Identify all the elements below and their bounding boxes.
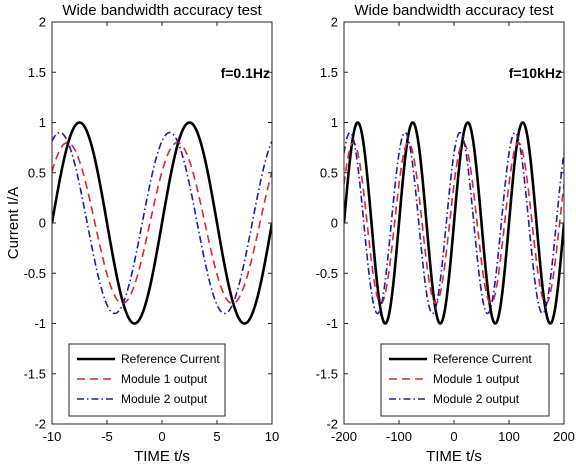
y-tick-label: 1 — [331, 115, 338, 130]
series-line-2 — [344, 141, 564, 305]
chart-title: Wide bandwidth accuracy test — [62, 2, 262, 19]
frequency-annotation: f=0.1Hz — [221, 65, 270, 81]
x-tick-label: -100 — [386, 429, 412, 444]
frequency-annotation: f=10kHz — [509, 65, 562, 81]
chart-title: Wide bandwidth accuracy test — [354, 2, 554, 19]
x-tick-label: -5 — [101, 429, 113, 444]
x-tick-label: 10 — [265, 429, 279, 444]
y-tick-label: -0.5 — [24, 266, 46, 281]
legend: Reference Current Module 1 output Module 2… — [380, 343, 550, 417]
x-tick-label: 5 — [213, 429, 220, 444]
series-line-1 — [344, 121, 564, 325]
y-tick-label: 0 — [39, 216, 46, 231]
legend-label-3: Module 2 output — [433, 392, 520, 406]
legend-label-1: Reference Current — [433, 352, 532, 366]
series-line-3 — [344, 131, 564, 315]
x-tick-label: -10 — [43, 429, 62, 444]
series-group — [52, 121, 272, 325]
legend-label-3: Module 2 output — [121, 392, 208, 406]
series-group — [344, 121, 564, 325]
y-tick-label: -1 — [326, 316, 338, 331]
legend: Reference Current Module 1 output Module 2… — [68, 343, 226, 417]
y-tick-label: -0.5 — [316, 266, 338, 281]
y-tick-label: 1.5 — [320, 65, 338, 80]
y-tick-label: 0.5 — [320, 165, 338, 180]
y-axis-label: Current I/A — [5, 187, 22, 260]
y-tick-label: -2 — [326, 417, 338, 432]
legend-box — [380, 343, 550, 417]
legend-label-2: Module 1 output — [433, 372, 520, 386]
legend-label-1: Reference Current — [121, 352, 220, 366]
chart-panel-1: -10 -5 0 5 10 -2 -1.5 -1 -0.5 0 0.5 1 1.5 2 Wide bandw… — [5, 2, 279, 465]
series-line-1 — [52, 121, 272, 325]
x-tick-label: 0 — [158, 429, 165, 444]
y-tick-label: -1 — [34, 316, 46, 331]
y-tick-label: -1.5 — [24, 366, 46, 381]
legend-box — [68, 343, 226, 417]
x-tick-label: 0 — [450, 429, 457, 444]
y-tick-label: 2 — [39, 15, 46, 30]
y-tick-label: -1.5 — [316, 366, 338, 381]
y-tick-label: 0.5 — [28, 165, 46, 180]
x-tick-label: -200 — [331, 429, 357, 444]
x-axis-label: TIME t/s — [426, 448, 482, 465]
series-line-2 — [52, 141, 272, 305]
x-tick-label: 200 — [553, 429, 575, 444]
y-tick-label: 1.5 — [28, 65, 46, 80]
y-tick-label: 2 — [331, 15, 338, 30]
y-tick-label: 1 — [39, 115, 46, 130]
x-axis-label: TIME t/s — [134, 448, 190, 465]
legend-label-2: Module 1 output — [121, 372, 208, 386]
y-tick-label: 0 — [331, 216, 338, 231]
x-tick-label: 100 — [498, 429, 520, 444]
series-line-3 — [52, 131, 272, 315]
y-tick-label: -2 — [34, 417, 46, 432]
chart-panel-2: -200 -100 0 100 200 -2 -1.5 -1 -0.5 0 0.5 1 1.5 2 Wide… — [316, 2, 575, 465]
